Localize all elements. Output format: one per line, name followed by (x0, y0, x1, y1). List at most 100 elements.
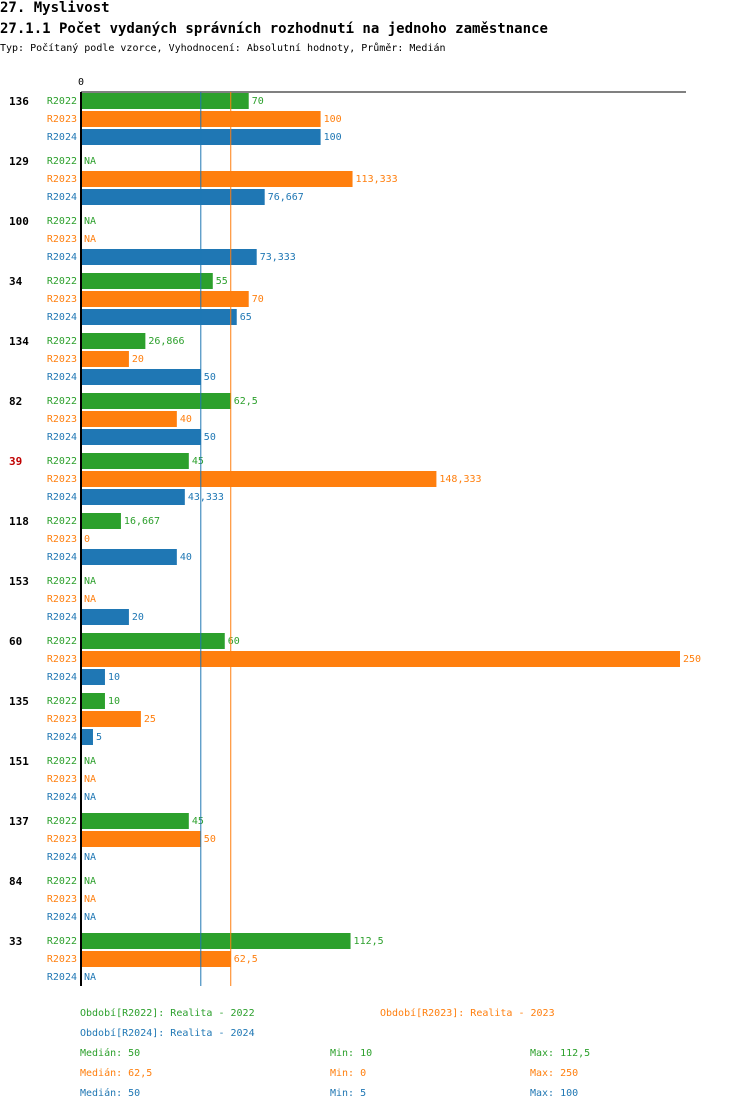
series-label: R2022 (47, 216, 77, 227)
data-label: 40 (180, 414, 192, 425)
series-label: R2023 (47, 834, 77, 845)
group-label: 134 (9, 335, 29, 348)
series-label: R2024 (47, 972, 77, 983)
data-label: 62,5 (234, 954, 258, 965)
series-label: R2023 (47, 654, 77, 665)
data-label: NA (84, 876, 96, 887)
bar (81, 471, 437, 487)
data-label: 43,333 (188, 492, 224, 503)
bar (81, 393, 231, 409)
bar (81, 309, 237, 325)
data-label: 60 (228, 636, 240, 647)
bar (81, 171, 353, 187)
series-label: R2023 (47, 714, 77, 725)
bar (81, 933, 351, 949)
data-label: 45 (192, 816, 204, 827)
group-label: 82 (9, 395, 22, 408)
series-label: R2022 (47, 456, 77, 467)
stat-r2024-min: Min: 5 (330, 1088, 367, 1099)
data-label: NA (84, 972, 96, 983)
data-label: 148,333 (439, 474, 481, 485)
bar (81, 693, 105, 709)
bar (81, 951, 231, 967)
data-label: NA (84, 894, 96, 905)
group-label: 39 (9, 455, 22, 468)
series-label: R2023 (47, 954, 77, 965)
group-label: 153 (9, 575, 29, 588)
group-label: 33 (9, 935, 22, 948)
series-label: R2022 (47, 816, 77, 827)
legend-r2022: Období[R2022]: Realita - 2022 (80, 1008, 255, 1019)
data-label: 76,667 (268, 192, 304, 203)
series-label: R2022 (47, 576, 77, 587)
stat-r2024-median: Medián: 50 (80, 1088, 141, 1099)
group-label: 129 (9, 155, 29, 168)
data-label: NA (84, 852, 96, 863)
series-label: R2023 (47, 294, 77, 305)
data-label: NA (84, 912, 96, 923)
stat-r2023-max: Max: 250 (530, 1068, 579, 1079)
data-label: NA (84, 576, 96, 587)
legend-r2024: Období[R2024]: Realita - 2024 (80, 1028, 255, 1039)
bar (81, 729, 93, 745)
bar (81, 489, 185, 505)
bar (81, 249, 257, 265)
series-label: R2022 (47, 96, 77, 107)
stat-r2022-max: Max: 112,5 (530, 1048, 591, 1059)
bar (81, 369, 201, 385)
data-label: 100 (324, 114, 342, 125)
series-label: R2023 (47, 114, 77, 125)
series-label: R2024 (47, 852, 77, 863)
series-label: R2022 (47, 756, 77, 767)
series-label: R2022 (47, 696, 77, 707)
data-label: 55 (216, 276, 228, 287)
group-label: 137 (9, 815, 29, 828)
data-label: 5 (96, 732, 102, 743)
data-label: NA (84, 216, 96, 227)
data-label: NA (84, 792, 96, 803)
bar (81, 411, 177, 427)
data-label: 100 (324, 132, 342, 143)
data-label: 25 (144, 714, 156, 725)
bar (81, 93, 249, 109)
bar (81, 453, 189, 469)
data-label: 45 (192, 456, 204, 467)
data-label: 112,5 (354, 936, 384, 947)
series-label: R2022 (47, 276, 77, 287)
series-label: R2023 (47, 234, 77, 245)
group-label: 135 (9, 695, 29, 708)
group-label: 84 (9, 875, 23, 888)
data-label: 50 (204, 432, 216, 443)
data-label: 62,5 (234, 396, 258, 407)
series-label: R2024 (47, 612, 77, 623)
data-label: NA (84, 756, 96, 767)
group-label: 151 (9, 755, 29, 768)
series-label: R2022 (47, 516, 77, 527)
data-label: 26,866 (148, 336, 184, 347)
data-label: 16,667 (124, 516, 160, 527)
group-label: 100 (9, 215, 29, 228)
series-label: R2024 (47, 312, 77, 323)
data-label: 50 (204, 372, 216, 383)
data-label: 10 (108, 696, 120, 707)
data-label: 20 (132, 354, 144, 365)
series-label: R2023 (47, 414, 77, 425)
bar (81, 189, 265, 205)
series-label: R2024 (47, 372, 77, 383)
data-label: 40 (180, 552, 192, 563)
series-label: R2022 (47, 636, 77, 647)
series-label: R2024 (47, 132, 77, 143)
data-label: 10 (108, 672, 120, 683)
series-label: R2024 (47, 492, 77, 503)
data-label: 0 (84, 534, 90, 545)
data-label: NA (84, 594, 96, 605)
series-label: R2024 (47, 672, 77, 683)
data-label: 65 (240, 312, 252, 323)
data-label: 20 (132, 612, 144, 623)
group-label: 34 (9, 275, 23, 288)
series-label: R2023 (47, 594, 77, 605)
section-heading: 27. Myslivost (0, 0, 110, 16)
bar (81, 291, 249, 307)
bar (81, 711, 141, 727)
series-label: R2024 (47, 192, 77, 203)
